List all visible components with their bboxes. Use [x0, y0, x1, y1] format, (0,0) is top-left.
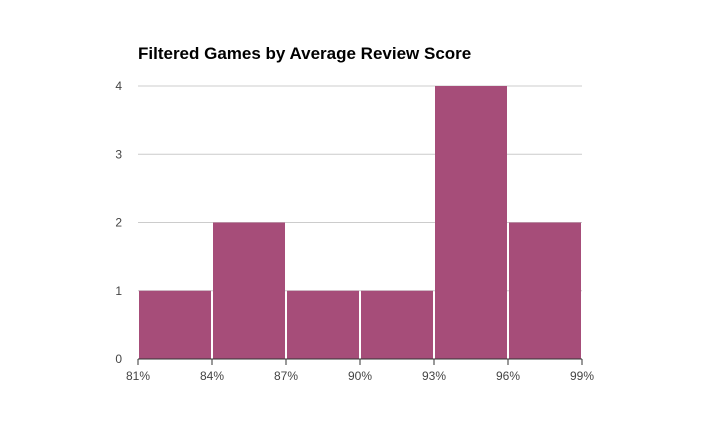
- x-tick-label: 96%: [496, 369, 520, 383]
- histogram-bar: [509, 222, 581, 359]
- chart-title: Filtered Games by Average Review Score: [138, 44, 471, 63]
- histogram-bar: [435, 86, 507, 359]
- y-tick-label: 2: [115, 216, 122, 230]
- histogram-bar: [213, 222, 285, 359]
- x-tick-label: 90%: [348, 369, 372, 383]
- x-tick-label: 87%: [274, 369, 298, 383]
- histogram-bar: [139, 290, 211, 359]
- y-tick-label: 3: [115, 147, 122, 161]
- gridlines: [138, 85, 582, 292]
- histogram-bar: [361, 290, 433, 359]
- y-tick-label: 4: [115, 79, 122, 93]
- x-tick-label: 81%: [126, 369, 150, 383]
- y-axis-ticks: 0 1 2 3 4: [115, 79, 122, 366]
- histogram-bars: [139, 86, 581, 359]
- x-tick-label: 84%: [200, 369, 224, 383]
- y-tick-label: 0: [115, 352, 122, 366]
- y-tick-label: 1: [115, 284, 122, 298]
- x-tick-label: 93%: [422, 369, 446, 383]
- histogram-bar: [287, 290, 359, 359]
- x-axis-ticks: 81% 84% 87% 90% 93% 96% 99%: [126, 359, 594, 383]
- x-tick-label: 99%: [570, 369, 594, 383]
